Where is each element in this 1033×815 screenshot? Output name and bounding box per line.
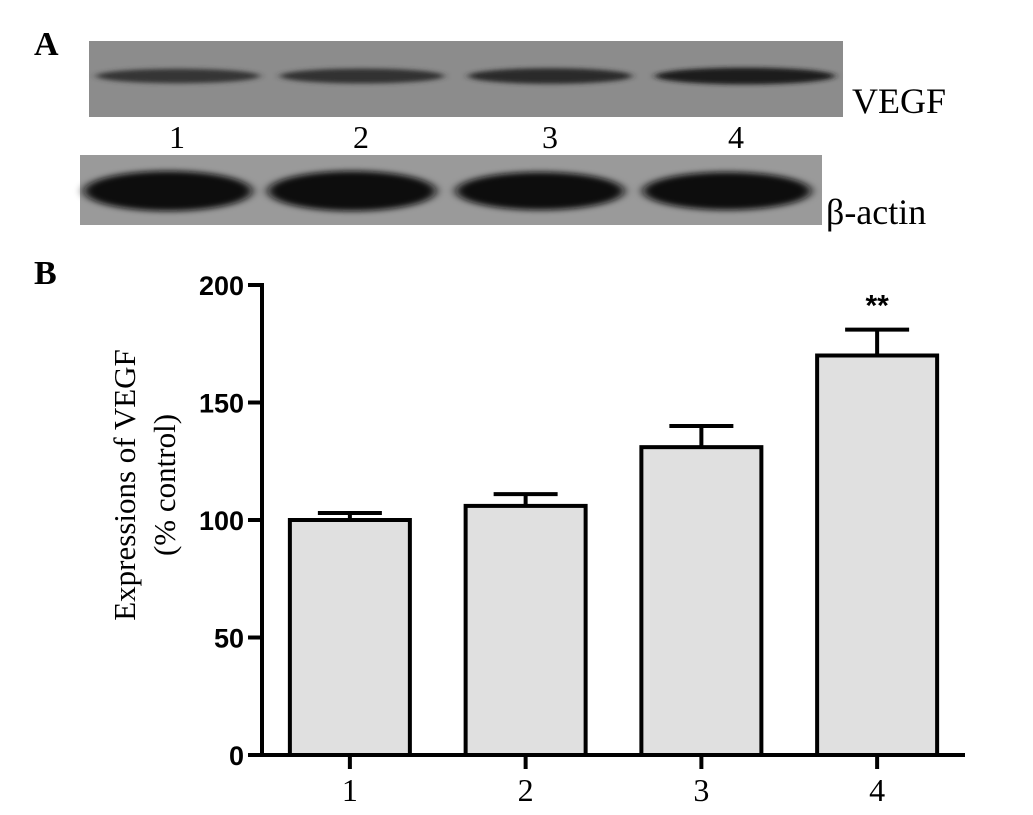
actin-label: β-actin xyxy=(826,192,927,232)
vegf-band-2 xyxy=(280,68,444,84)
vegf-band-4 xyxy=(655,67,835,85)
y-tick-label-0: 0 xyxy=(229,741,244,771)
panel-a-letter: A xyxy=(34,26,59,63)
x-tick-label-3: 3 xyxy=(693,772,709,808)
actin-band-3 xyxy=(456,172,624,210)
actin-band-1 xyxy=(84,171,252,211)
bar-2 xyxy=(463,503,588,757)
y-tick-label-100: 100 xyxy=(199,506,244,536)
x-tick-label-1: 1 xyxy=(342,772,358,808)
panel-b-letter: B xyxy=(34,255,57,292)
y-tick-label-50: 50 xyxy=(214,624,244,654)
vegf-blot xyxy=(80,41,843,225)
lane-label-2: 2 xyxy=(353,119,369,155)
significance-label-4: ** xyxy=(865,290,889,323)
y-axis-label: Expressions of VEGF (% control) xyxy=(107,349,182,621)
vegf-band-1 xyxy=(96,68,260,84)
lane-label-1: 1 xyxy=(169,119,185,155)
lane-label-3: 3 xyxy=(542,119,558,155)
vegf-band-3 xyxy=(468,68,632,84)
y-axis-label-line1: Expressions of VEGF xyxy=(107,349,142,621)
bar-3 xyxy=(639,445,764,757)
y-axis-label-line2: (% control) xyxy=(147,414,182,556)
vegf-label: VEGF xyxy=(852,81,947,121)
bar-1 xyxy=(287,518,412,757)
y-tick-label-200: 200 xyxy=(199,271,244,301)
actin-band-2 xyxy=(268,171,436,211)
x-tick-label-4: 4 xyxy=(869,772,885,808)
y-tick-label-150: 150 xyxy=(199,389,244,419)
x-tick-label-2: 2 xyxy=(518,772,534,808)
bar-4 xyxy=(815,353,940,757)
lane-label-4: 4 xyxy=(728,119,744,155)
actin-band-4 xyxy=(643,172,811,210)
